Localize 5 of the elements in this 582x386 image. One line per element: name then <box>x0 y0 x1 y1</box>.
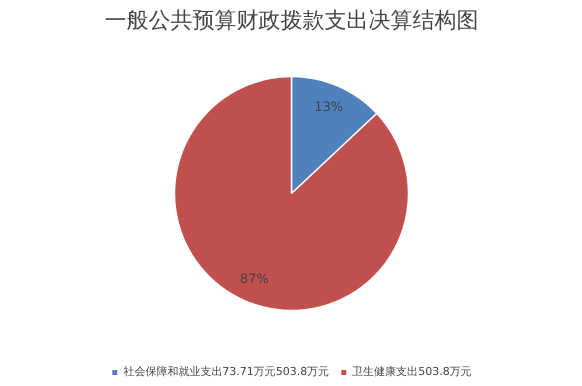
chart-title: 一般公共预算财政拨款支出决算结构图 <box>104 8 478 32</box>
legend-label: 社会保障和就业支出73.71万元503.8万元 <box>123 364 330 379</box>
legend-label: 卫生健康支出503.8万元 <box>352 364 472 379</box>
data-label: 87% <box>240 272 269 287</box>
data-label: 13% <box>314 100 344 116</box>
